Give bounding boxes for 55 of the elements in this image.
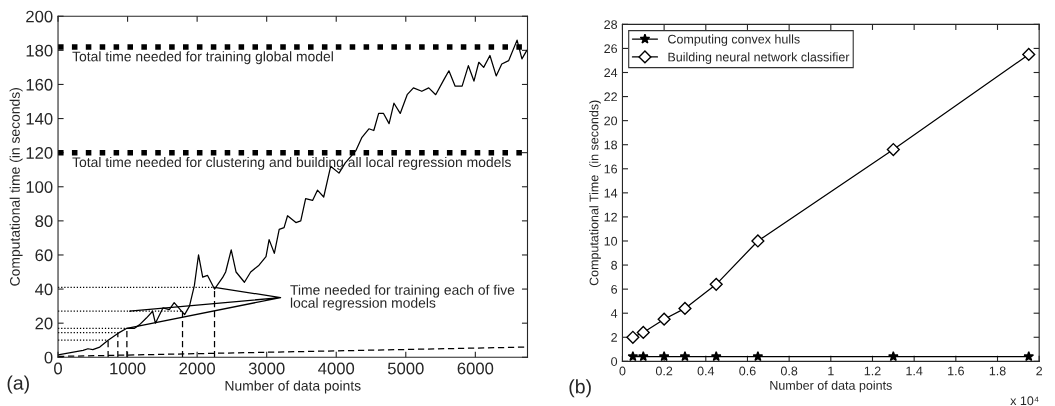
- annotation: Time needed for training each of five local regression models: [290, 284, 515, 311]
- x-tick-label: 1: [828, 366, 834, 376]
- x-tick-label: 4000: [318, 362, 355, 375]
- x-tick-label: 0.6: [739, 366, 756, 376]
- y-tick-label: 2: [611, 333, 617, 342]
- x-tick-label: 1.6: [948, 366, 964, 376]
- y-axis-title: Computational time (in seconds): [9, 88, 23, 286]
- x-tick-label: 1.4: [906, 366, 923, 376]
- x-tick-label: 0.8: [780, 366, 798, 376]
- y-tick-label: 0: [44, 351, 53, 364]
- text: (a): [7, 375, 29, 394]
- y-tick-label: 24: [604, 68, 618, 78]
- y-tick-label: 100: [26, 181, 53, 193]
- text: (b): [569, 379, 591, 398]
- ref-line-label: Total time needed for clustering and building all local regression models: [72, 156, 511, 170]
- y-tick-label: 20: [604, 116, 618, 126]
- x-tick-label: 1.2: [864, 366, 881, 376]
- x-tick-label: 0: [619, 366, 626, 376]
- x-tick-label: 3000: [248, 362, 285, 375]
- legend-label: Building neural network classifier: [668, 52, 850, 64]
- y-tick-label: 10: [604, 236, 618, 246]
- y-tick-label: 140: [26, 112, 53, 125]
- y-axis-title: Computational Time (in seconds): [589, 100, 601, 286]
- y-tick-label: 26: [604, 44, 618, 54]
- y-tick-label: 80: [35, 215, 53, 228]
- y-tick-label: 8: [611, 260, 618, 270]
- y-tick-label: 28: [604, 20, 618, 30]
- x-tick-label: 6000: [457, 362, 494, 375]
- x-tick-label: 0.4: [697, 366, 715, 376]
- y-tick-label: 120: [26, 147, 53, 159]
- y-tick-label: 6: [611, 284, 618, 294]
- y-tick-label: 160: [26, 78, 53, 91]
- x-tick-label: 0.2: [655, 366, 673, 376]
- y-tick-label: 60: [35, 249, 53, 262]
- y-tick-label: 22: [604, 92, 617, 102]
- y-tick-label: 16: [604, 164, 618, 174]
- ref-line-label: Total time needed for training global model: [72, 51, 333, 65]
- x-tick-label: 1.8: [989, 366, 1006, 376]
- y-tick-label: 18: [604, 140, 618, 150]
- y-tick-label: 40: [35, 283, 53, 296]
- y-tick-label: 14: [604, 188, 618, 198]
- y-tick-label: 12: [604, 212, 617, 222]
- x-axis-title: Number of data points: [225, 380, 361, 394]
- x-tick-label: 5000: [387, 362, 424, 375]
- x-axis-title: Number of data points: [770, 380, 892, 393]
- x-tick-label: 1000: [110, 362, 146, 375]
- text: x 10⁴: [1010, 396, 1039, 406]
- y-tick-label: 4: [610, 309, 618, 318]
- legend-label: Computing convex hulls: [668, 34, 800, 47]
- x-tick-label: 0: [54, 362, 63, 375]
- x-tick-label: 2: [1036, 366, 1043, 376]
- y-tick-label: 200: [26, 10, 53, 23]
- y-tick-label: 20: [35, 317, 53, 330]
- x-tick-label: 2000: [179, 362, 216, 375]
- y-tick-label: 180: [26, 44, 53, 57]
